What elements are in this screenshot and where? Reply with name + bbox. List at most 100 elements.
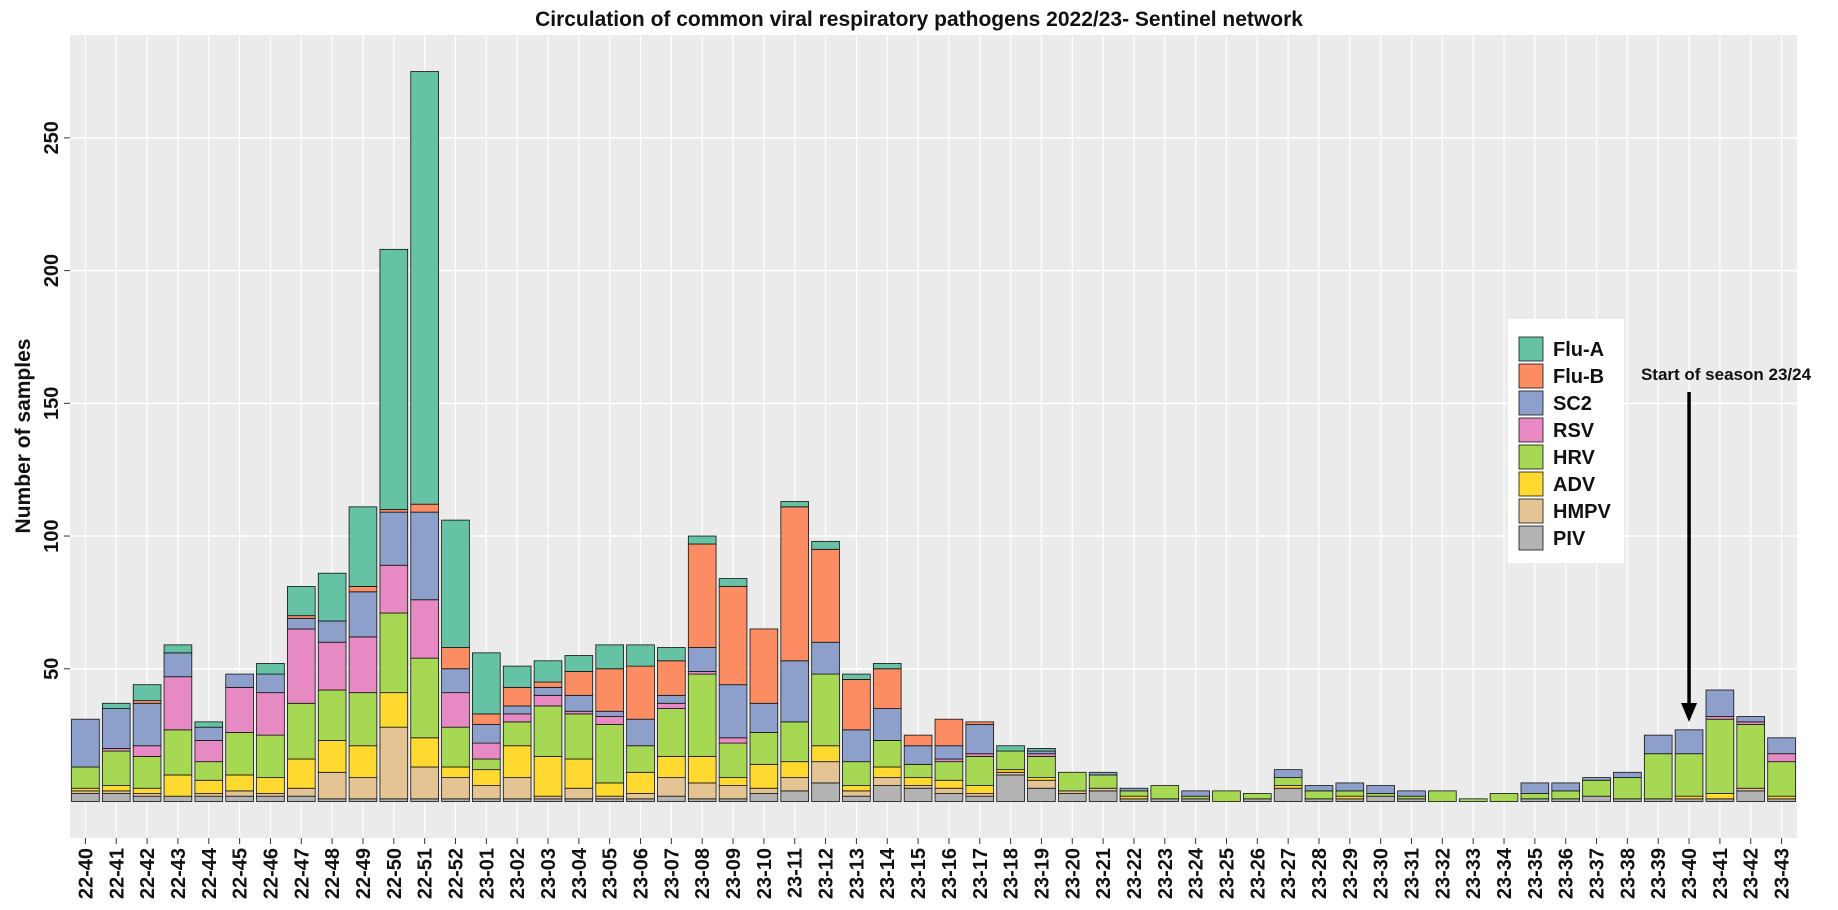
bar-segment: [749, 732, 779, 765]
bar-segment: [657, 702, 686, 709]
legend-swatch: [1518, 363, 1544, 389]
bar-segment: [287, 702, 316, 760]
bar-segment: [1551, 790, 1580, 800]
bar-segment: [718, 777, 748, 786]
x-tick-label: 23-26: [1247, 848, 1269, 899]
bar-segment: [872, 668, 902, 709]
annotation-arrowhead: [1681, 703, 1698, 722]
bar-segment: [657, 795, 686, 802]
bar-segment: [965, 755, 995, 786]
bar-segment: [934, 779, 964, 789]
x-tick-label: 23-16: [939, 848, 961, 899]
bar-segment: [842, 678, 871, 731]
bar-segment: [379, 692, 409, 728]
bar-segment: [441, 726, 470, 768]
bar-segment: [564, 671, 594, 696]
bar-segment: [225, 686, 254, 733]
x-tick-label: 23-17: [970, 848, 992, 899]
bar-segment: [780, 777, 810, 792]
bar-segment: [132, 684, 162, 702]
x-tick-label: 23-30: [1371, 848, 1393, 899]
bar-segment: [101, 750, 131, 786]
bar-segment: [1243, 793, 1272, 800]
bar-segment: [317, 620, 347, 643]
bar-segment: [348, 586, 378, 593]
bar-segment: [1366, 785, 1395, 794]
bar-segment: [71, 793, 100, 802]
y-tick-label: 200: [41, 254, 63, 287]
bar-segment: [965, 785, 995, 794]
bar-segment: [256, 795, 285, 802]
bar-segment: [657, 647, 686, 662]
bar-segment: [626, 793, 655, 800]
bar-segment: [872, 766, 902, 779]
legend-swatch: [1518, 498, 1544, 524]
bar-segment: [626, 665, 655, 720]
bar-segment: [564, 787, 594, 800]
bar-segment: [903, 734, 933, 747]
bar-segment: [687, 535, 717, 545]
legend-label: ADV: [1553, 474, 1596, 496]
legend-label: Flu-B: [1553, 366, 1604, 388]
bar-segment: [1643, 734, 1673, 755]
bar-segment: [934, 793, 964, 802]
bar-segment: [194, 761, 224, 781]
bar-segment: [687, 755, 717, 784]
bar-segment: [287, 586, 316, 617]
x-tick-label: 22-46: [260, 848, 282, 899]
bar-segment: [811, 548, 840, 643]
bar-segment: [163, 774, 193, 797]
bar-segment: [934, 787, 964, 794]
x-tick-label: 23-28: [1309, 848, 1331, 899]
x-tick-label: 23-14: [877, 847, 899, 899]
bar-segment: [595, 710, 624, 717]
bar-segment: [225, 795, 254, 802]
bar-segment: [595, 782, 624, 797]
x-tick-label: 23-06: [631, 848, 653, 899]
bar-segment: [595, 724, 624, 784]
bar-segment: [194, 795, 224, 802]
x-tick-label: 23-39: [1648, 848, 1670, 899]
x-tick-label: 23-25: [1216, 848, 1238, 899]
bar-segment: [1674, 729, 1704, 755]
bar-segment: [1736, 724, 1766, 789]
bar-segment: [657, 708, 686, 757]
bar-segment: [872, 708, 902, 741]
bar-segment: [718, 742, 748, 779]
bar-segment: [1520, 782, 1550, 794]
x-tick-label: 22-45: [230, 848, 252, 899]
bar-segment: [626, 644, 655, 667]
bar-segment: [256, 663, 285, 675]
bar-segment: [533, 681, 563, 688]
bar-segment: [317, 740, 347, 773]
bar-segment: [225, 790, 254, 797]
bar-segment: [132, 755, 162, 789]
bar-segment: [1027, 748, 1056, 752]
x-tick-label: 23-38: [1617, 848, 1639, 899]
bar-segment: [379, 511, 409, 566]
bar-segment: [256, 692, 285, 736]
x-tick-label: 23-18: [1001, 848, 1023, 899]
bar-segment: [842, 790, 871, 797]
bar-segment: [1335, 790, 1365, 797]
bar-segment: [502, 686, 532, 707]
bar-segment: [132, 745, 162, 757]
bar-segment: [1705, 718, 1735, 794]
legend-swatch: [1518, 444, 1544, 470]
bar-segment: [626, 718, 655, 747]
bar-segment: [101, 702, 131, 709]
bar-segment: [348, 745, 378, 779]
x-tick-label: 22-51: [415, 848, 437, 899]
x-tick-label: 23-29: [1340, 848, 1362, 899]
x-tick-label: 23-23: [1155, 848, 1177, 899]
bar-segment: [533, 694, 563, 707]
bar-segment: [718, 737, 748, 744]
bar-segment: [1551, 782, 1580, 792]
bar-segment: [502, 705, 532, 715]
bar-segment: [842, 761, 871, 786]
bar-segment: [256, 673, 285, 694]
bar-segment: [101, 785, 131, 792]
bar-segment: [287, 628, 316, 704]
y-tick-label: 250: [41, 121, 63, 154]
